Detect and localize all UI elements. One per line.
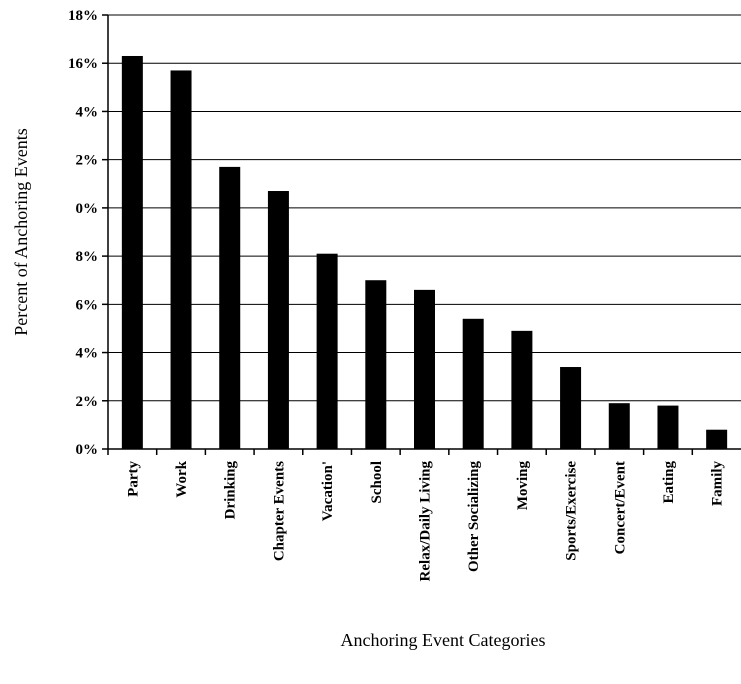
y-tick-label: 8% [76, 249, 99, 265]
y-axis-title: Percent of Anchoring Events [11, 128, 31, 335]
x-tick-label: Other Socializing [466, 461, 482, 572]
x-tick-label: Relax/Daily Living [418, 461, 434, 582]
x-tick-label: Work [174, 460, 190, 497]
x-tick-labels: Party Work Drinking Chapter Events Vacation'… [107, 449, 726, 582]
y-tick-label: 2% [76, 394, 99, 410]
bar [608, 403, 630, 449]
y-tick-label: 4% [76, 346, 99, 362]
x-tick-label: Concert/Event [612, 461, 628, 554]
bar [462, 318, 484, 449]
x-tick-label: Chapter Events [271, 461, 287, 561]
bar [121, 55, 143, 449]
bar [316, 253, 338, 449]
x-tick-label: Eating [661, 461, 677, 504]
bar [657, 405, 679, 449]
y-tick-label: 18% [68, 8, 98, 24]
x-tick-label: Drinking [223, 461, 239, 520]
bar [267, 191, 289, 449]
y-tick-label: 2% [76, 153, 99, 169]
y-tick-label: 6% [76, 297, 99, 313]
bar [511, 330, 533, 449]
y-tick-label: 0% [76, 201, 99, 217]
y-tick-label: 0% [76, 442, 99, 458]
bar [560, 367, 582, 449]
x-tick-label: Family [710, 461, 726, 506]
x-tick-label: Moving [515, 461, 531, 511]
bar [706, 429, 728, 449]
bar [365, 280, 387, 449]
x-tick-label: Party [125, 461, 141, 497]
x-tick-label: School [369, 461, 385, 504]
x-tick-label: Sports/Exercise [564, 461, 580, 561]
axes [107, 15, 741, 450]
bar [219, 166, 241, 449]
bar [414, 289, 435, 449]
x-tick-label: Vacation' [320, 461, 336, 521]
bars [121, 55, 728, 449]
y-tick-label: 4% [76, 104, 99, 120]
gridlines [108, 14, 741, 402]
y-tick-labels: 0% 2% 4% 6% 8% 0% 2% 4% 16% 18% [68, 8, 108, 458]
x-axis-title: Anchoring Event Categories [341, 630, 546, 650]
y-tick-label: 16% [68, 56, 98, 72]
bar [170, 70, 192, 449]
